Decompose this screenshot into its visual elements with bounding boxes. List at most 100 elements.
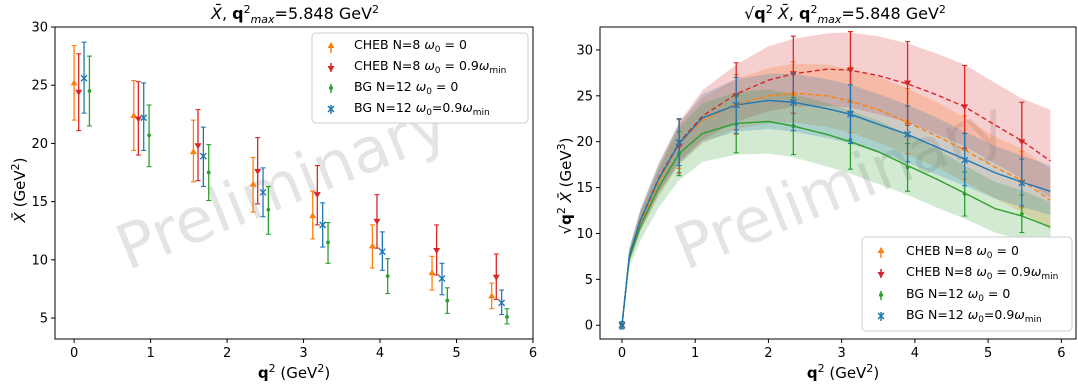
left-marker-s3-4: [266, 207, 271, 212]
right-ytick-label-6: 25: [576, 89, 593, 104]
left-point-s2-3: [194, 109, 202, 182]
right-marker-s4-6: [904, 130, 912, 138]
right-ytick-label-4: 15: [576, 181, 593, 196]
svg-text:BG N=12 ω0 = 0: BG N=12 ω0 = 0: [354, 79, 458, 97]
left-point-s3-4: [265, 185, 271, 235]
left-point-s3-1: [86, 55, 92, 127]
left-point-s4-1: [80, 41, 88, 114]
left-point-s2-5: [313, 164, 321, 226]
right-axes-frame: [599, 26, 1077, 340]
left-marker-s1-1: [70, 79, 78, 86]
left-marker-s4-3: [199, 152, 207, 160]
right-marker-s2-7: [961, 104, 969, 111]
right-band-series-1: [622, 63, 1051, 326]
left-xtick-label-2: 1: [146, 346, 154, 361]
left-point-s2-2: [134, 81, 142, 156]
left-marker-s2-2: [134, 116, 142, 123]
right-band-series-4: [622, 73, 1051, 326]
right-point-s4-3: [732, 76, 740, 134]
left-point-s2-8: [492, 253, 500, 300]
left-marker-s4-1: [80, 74, 88, 82]
left-ytick-label-3: 15: [31, 195, 48, 210]
right-ytick-label-1: 0: [585, 319, 593, 334]
left-point-s4-4: [259, 167, 267, 218]
left-point-s3-5: [325, 222, 331, 264]
right-xtick-label-4: 3: [838, 346, 846, 361]
right-ticks: 0 1 2 3 4 5 6 0 5 10 15 20 25 30: [576, 43, 1065, 361]
right-xtick-label-7: 6: [1057, 346, 1065, 361]
right-legend-entry-2: CHEB N=8 ω0 = 0.9ωmin: [877, 264, 1058, 282]
right-legend: CHEB N=8 ω0 = 0 CHEB N=8 ω0 = 0.9ωmin BG…: [861, 236, 1073, 332]
left-marker-s3-7: [445, 298, 450, 303]
right-band-series-2: [622, 32, 1051, 326]
left-marker-s3-5: [326, 240, 330, 245]
left-point-s2-4: [254, 137, 262, 205]
left-marker-s1-8: [488, 292, 496, 299]
left-point-s4-6: [378, 231, 386, 271]
left-point-s1-4: [249, 156, 257, 213]
right-line-series-3: [621, 120, 1051, 326]
left-ticks: 0 1 2 3 4 5 6 5 10 15 20 25 30: [31, 21, 537, 362]
left-point-s4-3: [199, 126, 207, 188]
right-y-axis-label: √q2 X̄ (GeV3): [555, 138, 575, 235]
svg-text:BG N=12 ω0=0.9ωmin: BG N=12 ω0=0.9ωmin: [906, 307, 1042, 325]
right-point-s4-6: [904, 105, 912, 163]
right-marker-s3-7: [962, 192, 967, 196]
left-point-s1-8: [488, 282, 496, 310]
right-ytick-label-2: 5: [585, 273, 593, 288]
left-legend-entry-3: BG N=12 ω0 = 0: [329, 79, 458, 97]
right-marker-s2-8: [1018, 139, 1026, 146]
left-xtick-label-5: 4: [376, 346, 384, 361]
left-point-s4-7: [438, 262, 446, 296]
left-marker-s2-3: [194, 143, 202, 150]
left-marker-s4-8: [498, 299, 506, 307]
left-ytick-label-5: 25: [31, 79, 48, 94]
left-marker-s3-2: [147, 133, 151, 138]
right-marker-s3-6: [905, 165, 910, 170]
left-ytick-label-1: 5: [40, 312, 48, 327]
left-plot-area: [70, 41, 510, 325]
left-marker-s1-7: [428, 269, 436, 276]
left-point-s2-7: [433, 224, 441, 276]
left-y-axis-label: X̄ (GeV2): [9, 158, 29, 224]
right-marker-s4-1: [618, 321, 626, 329]
left-chart-title: X̄, q2max=5.848 GeV2: [210, 3, 379, 26]
left-marker-s2-1: [75, 89, 83, 96]
left-marker-s3-8: [505, 314, 509, 319]
left-ytick-label-6: 30: [31, 21, 48, 36]
left-xtick-label-1: 0: [70, 346, 78, 361]
right-marker-s3-8: [1019, 212, 1024, 217]
left-marker-s1-5: [309, 212, 317, 219]
left-marker-s1-6: [368, 242, 376, 249]
left-point-s1-3: [189, 119, 197, 183]
left-marker-s4-6: [378, 248, 386, 256]
left-point-s3-8: [504, 308, 510, 325]
right-line-series-4: [621, 99, 1051, 326]
right-ytick-label-7: 30: [576, 43, 593, 58]
left-xtick-label-3: 2: [223, 346, 231, 361]
right-band-series-3: [622, 89, 1051, 326]
svg-text:BG N=12 ω0 = 0: BG N=12 ω0 = 0: [906, 286, 1010, 304]
left-marker-s3-1: [87, 89, 92, 93]
right-point-s4-7: [961, 132, 969, 187]
right-marker-s4-7: [961, 156, 969, 164]
left-point-s1-5: [309, 190, 317, 240]
left-marker-s3-3: [206, 170, 211, 175]
left-point-s4-5: [319, 202, 327, 248]
left-marker-s4-2: [140, 114, 148, 122]
left-ytick-label-4: 20: [31, 137, 48, 152]
left-point-s3-2: [146, 104, 152, 168]
left-point-s3-7: [444, 287, 450, 314]
right-xtick-label-3: 2: [764, 346, 772, 361]
left-point-s1-1: [70, 45, 78, 121]
right-xtick-label-1: 0: [618, 346, 626, 361]
left-marker-s1-3: [189, 148, 197, 155]
right-ytick-label-5: 20: [576, 135, 593, 150]
left-legend: CHEB N=8 ω0 = 0 CHEB N=8 ω0 = 0.9ωmin BG…: [311, 32, 529, 124]
left-marker-s2-7: [433, 248, 441, 255]
svg-text:CHEB N=8 ω0 = 0.9ωmin: CHEB N=8 ω0 = 0.9ωmin: [354, 58, 506, 76]
left-ytick-label-2: 10: [31, 253, 48, 268]
right-marker-s4-2: [675, 139, 683, 147]
left-point-s3-6: [385, 258, 391, 295]
